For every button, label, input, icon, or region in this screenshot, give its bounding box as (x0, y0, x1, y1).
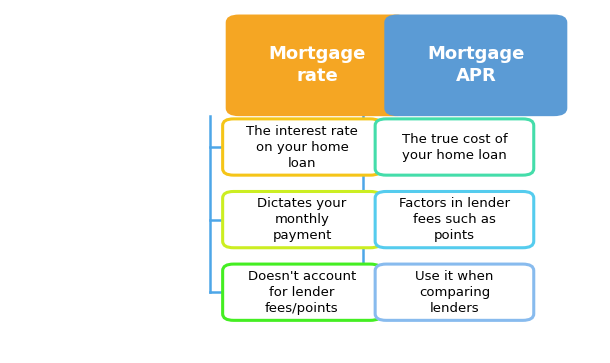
FancyBboxPatch shape (375, 192, 534, 248)
Text: The true cost of
your home loan: The true cost of your home loan (401, 132, 508, 162)
FancyBboxPatch shape (375, 264, 534, 320)
Text: The interest rate
on your home
loan: The interest rate on your home loan (246, 125, 358, 170)
FancyBboxPatch shape (223, 192, 381, 248)
FancyBboxPatch shape (384, 15, 567, 116)
FancyBboxPatch shape (226, 15, 409, 116)
Text: Factors in lender
fees such as
points: Factors in lender fees such as points (399, 197, 510, 242)
FancyBboxPatch shape (375, 119, 534, 175)
Text: Mortgage
rate: Mortgage rate (268, 45, 366, 85)
Text: Doesn't account
for lender
fees/points: Doesn't account for lender fees/points (248, 270, 356, 315)
Text: Dictates your
monthly
payment: Dictates your monthly payment (257, 197, 346, 242)
Text: Use it when
comparing
lenders: Use it when comparing lenders (415, 270, 493, 315)
Text: Mortgage
APR: Mortgage APR (427, 45, 525, 85)
FancyBboxPatch shape (223, 119, 381, 175)
FancyBboxPatch shape (223, 264, 381, 320)
